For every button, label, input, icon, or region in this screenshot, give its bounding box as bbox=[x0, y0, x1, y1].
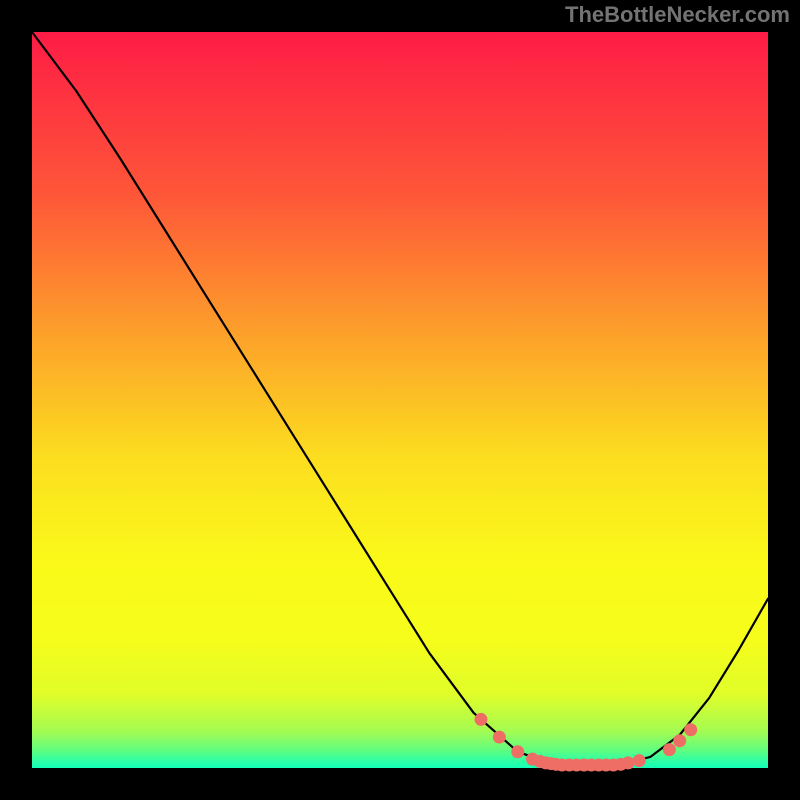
curve-marker bbox=[622, 756, 635, 769]
curve-marker bbox=[633, 754, 646, 767]
curve-marker bbox=[474, 713, 487, 726]
curve-marker bbox=[663, 743, 676, 756]
curve-marker bbox=[493, 731, 506, 744]
curve-marker bbox=[684, 723, 697, 736]
chart-container: TheBottleNecker.com bbox=[0, 0, 800, 800]
bottleneck-chart bbox=[0, 0, 800, 800]
curve-marker bbox=[511, 745, 524, 758]
plot-gradient-background bbox=[32, 32, 768, 768]
watermark-text: TheBottleNecker.com bbox=[565, 2, 790, 28]
curve-marker bbox=[673, 734, 686, 747]
